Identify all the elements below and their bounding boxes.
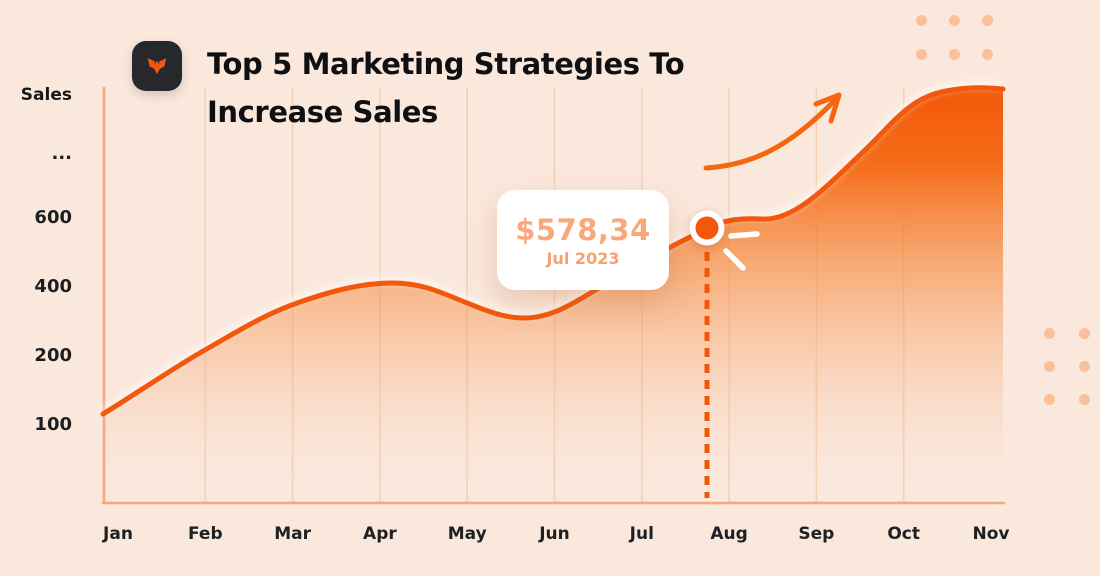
- fox-icon: [147, 58, 167, 75]
- dot-grid-bottom-right: [1044, 328, 1100, 427]
- page-title: Top 5 Marketing Strategies To Increase S…: [207, 40, 767, 136]
- x-axis-label-feb: Feb: [187, 524, 223, 544]
- tooltip-value: $578,34: [515, 212, 651, 247]
- axes: [101, 86, 1006, 505]
- x-axis-label-jun: Jun: [539, 524, 570, 544]
- brand-logo: [132, 41, 182, 91]
- dot-grid-top-right: [916, 15, 1015, 83]
- x-axis-label-apr: Apr: [363, 524, 397, 544]
- decor-dot: [949, 15, 960, 26]
- x-axis-label-jan: Jan: [103, 524, 133, 544]
- x-axis-label-mar: Mar: [274, 524, 311, 544]
- tooltip-date: Jul 2023: [546, 248, 620, 268]
- y-axis-title: Sales: [20, 85, 72, 105]
- y-axis-tick-100: 100: [34, 414, 72, 435]
- decor-dot: [949, 49, 960, 60]
- x-axis-label-sep: Sep: [798, 524, 835, 544]
- area-fill: [103, 87, 1003, 502]
- decor-dot: [1044, 394, 1055, 405]
- y-axis-tick-200: 200: [34, 345, 72, 366]
- decor-dot: [916, 49, 927, 60]
- data-tooltip: $578,34 Jul 2023: [497, 190, 669, 290]
- decor-dot: [1079, 394, 1090, 405]
- x-axis-label-nov: Nov: [972, 524, 1010, 544]
- x-axis-label-aug: Aug: [710, 524, 748, 544]
- decor-dot: [982, 15, 993, 26]
- sales-curve: [100, 85, 1006, 417]
- y-axis-tick-400: 400: [34, 276, 72, 297]
- x-axis-label-oct: Oct: [887, 524, 921, 544]
- x-axis-label-may: May: [447, 524, 487, 544]
- highlight-marker[interactable]: [689, 210, 725, 246]
- page-title-line2: Increase Sales: [207, 95, 438, 129]
- decor-dot: [916, 15, 927, 26]
- cursor-click-icon: [723, 231, 760, 271]
- growth-arrow-icon: [703, 92, 842, 171]
- decor-dot: [1079, 328, 1090, 339]
- decor-dot: [982, 49, 993, 60]
- decor-dot: [1079, 361, 1090, 372]
- page-title-line1: Top 5 Marketing Strategies To: [207, 47, 685, 81]
- y-axis-labels: Sales ... 600 400 200 100: [0, 0, 86, 576]
- y-axis-tick-ellipsis: ...: [51, 143, 72, 164]
- decor-dot: [1044, 361, 1055, 372]
- y-axis-tick-600: 600: [34, 207, 72, 228]
- decor-dot: [1044, 328, 1055, 339]
- x-axis-labels: Jan Feb Mar Apr May Jun Jul Aug Sep Oct Nov: [0, 524, 1100, 550]
- x-axis-label-jul: Jul: [629, 524, 654, 544]
